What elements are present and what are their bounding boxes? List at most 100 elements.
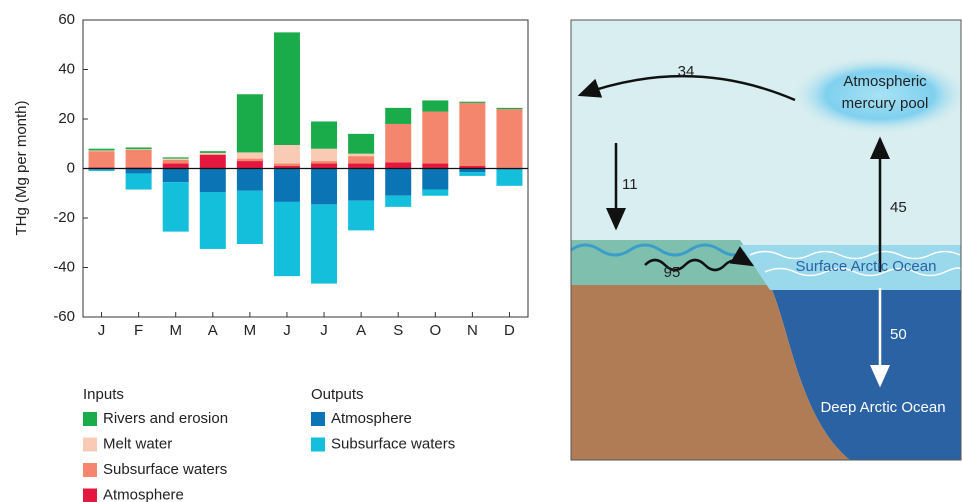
bar-segment (459, 103, 485, 166)
diagram: Atmospheric mercury pool 34 11 45 95 Sur… (571, 20, 962, 460)
bar-segment (89, 150, 115, 151)
bar-segment (126, 173, 152, 189)
bar-segment (311, 149, 337, 161)
legend-swatch (83, 412, 97, 426)
legend-swatch (83, 438, 97, 452)
bar-segment (311, 161, 337, 163)
y-tick-label: 0 (67, 159, 75, 176)
legend-swatch (311, 412, 325, 426)
legend-title: Outputs (311, 386, 364, 403)
bar-segment (274, 32, 300, 145)
bar-segment (385, 196, 411, 207)
bar-segment (200, 169, 226, 193)
bar-segment (163, 182, 189, 232)
bar-segment (237, 191, 263, 244)
surface-ocean-label: Surface Arctic Ocean (796, 258, 937, 275)
y-tick-label: -60 (53, 308, 75, 325)
legend-label: Atmosphere (331, 410, 412, 427)
bar-segment (311, 164, 337, 169)
figure: THg (Mg per month) -60-40-200204060JFMAM… (0, 0, 962, 502)
flux-label: 11 (622, 176, 638, 193)
flux-label: 95 (664, 264, 681, 281)
bar-segment (385, 124, 411, 162)
bar-segment (163, 164, 189, 169)
bar-segment (496, 108, 522, 109)
bar-segment (496, 109, 522, 168)
bar-segment (348, 169, 374, 201)
x-tick-label: A (356, 322, 366, 339)
bar-segment (237, 152, 263, 158)
bar-segment (126, 169, 152, 174)
bar-segment (348, 134, 374, 154)
bar-segment (89, 149, 115, 151)
flux-label: 45 (890, 199, 907, 216)
page: THg (Mg per month) -60-40-200204060JFMAM… (0, 0, 962, 502)
bar-segment (163, 159, 189, 160)
x-tick-label: J (283, 322, 291, 339)
x-tick-label: A (208, 322, 218, 339)
bar-segment (422, 169, 448, 190)
legend-title: Inputs (83, 386, 124, 403)
bar-segment (348, 156, 374, 163)
legend-label: Rivers and erosion (103, 410, 228, 427)
bar-segment (200, 155, 226, 169)
bar-segment (496, 170, 522, 186)
bar-segment (126, 150, 152, 167)
bar-segment (237, 159, 263, 161)
bar-segment (348, 154, 374, 156)
bar-segment (126, 147, 152, 149)
bar-segment (200, 153, 226, 154)
bar-segment (422, 164, 448, 169)
bar-segment (237, 94, 263, 152)
y-tick-label: -40 (53, 258, 75, 275)
bar-segment (385, 169, 411, 196)
bar-segment (385, 108, 411, 124)
bar-segment (237, 169, 263, 191)
bar-segment (459, 172, 485, 176)
bar-segment (311, 204, 337, 283)
bar-segment (385, 162, 411, 168)
bar-segment (348, 201, 374, 231)
y-tick-label: 20 (58, 110, 75, 127)
x-tick-label: F (134, 322, 143, 339)
bar-segment (274, 145, 300, 164)
y-tick-label: -20 (53, 209, 75, 226)
bar-segment (422, 190, 448, 196)
x-tick-label: M (169, 322, 182, 339)
bar-segment (459, 102, 485, 103)
legend-swatch (311, 438, 325, 452)
pool-label: Atmospheric (843, 73, 927, 90)
legend-label: Melt water (103, 435, 172, 452)
x-tick-label: J (98, 322, 106, 339)
pool-label: mercury pool (842, 95, 929, 112)
x-tick-label: N (467, 322, 478, 339)
deep-ocean-label: Deep Arctic Ocean (820, 399, 945, 416)
flux-label: 50 (890, 326, 907, 343)
legend-swatch (83, 463, 97, 477)
legend-label: Subsurface waters (331, 435, 455, 452)
bar-segment (422, 112, 448, 164)
bar-segment (422, 100, 448, 111)
bar-segment (274, 202, 300, 276)
x-tick-label: J (320, 322, 328, 339)
bar-segment (274, 169, 300, 202)
bar-segment (89, 151, 115, 167)
bar-segment (200, 192, 226, 249)
bar-segment (200, 154, 226, 155)
legend-label: Atmosphere (103, 486, 184, 502)
y-axis-label: THg (Mg per month) (13, 100, 30, 235)
bar-segment (89, 170, 115, 171)
legend-label: Subsurface waters (103, 461, 227, 478)
bar-segment (311, 121, 337, 148)
bar-segment (274, 164, 300, 166)
flux-label: 34 (678, 63, 695, 80)
bar-segment (348, 164, 374, 169)
bar-segment (163, 160, 189, 164)
bar-segment (163, 157, 189, 158)
legend-swatch (83, 489, 97, 502)
bar-segment (237, 161, 263, 168)
x-tick-label: O (429, 322, 441, 339)
bar-segment (163, 169, 189, 183)
x-tick-label: D (504, 322, 515, 339)
